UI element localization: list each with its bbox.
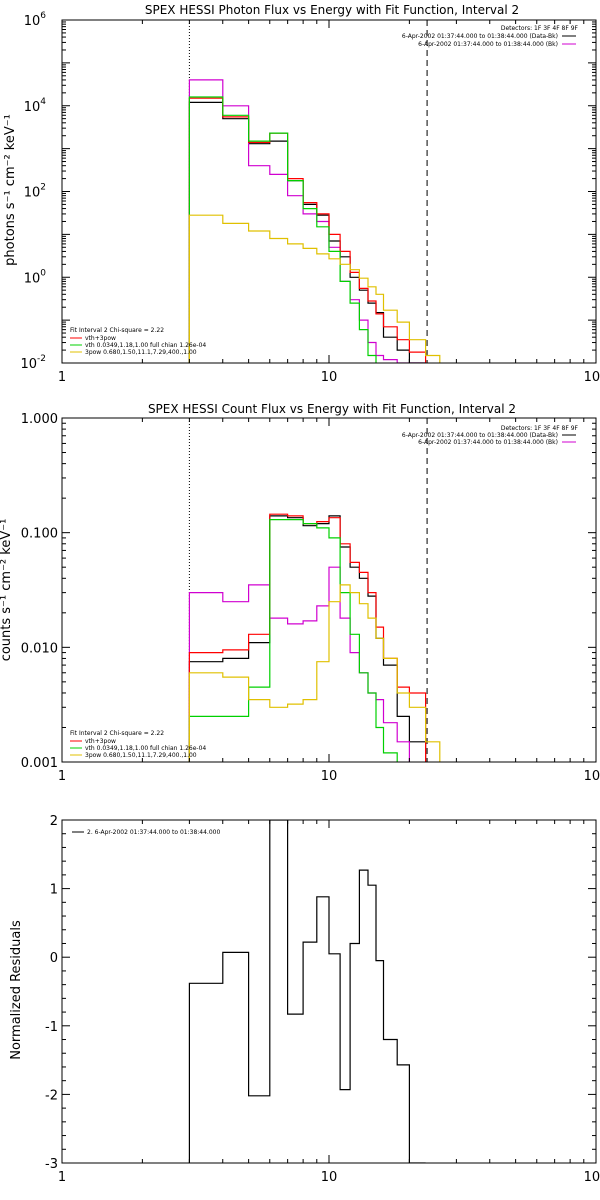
- y-tick-label: 1: [50, 883, 58, 898]
- bk-label: 6-Apr-2002 01:37:44.000 to 01:38:44.000 …: [418, 439, 558, 446]
- photon-flux-panel: SPEX HESSI Photon Flux vs Energy with Fi…: [3, 3, 600, 385]
- y-tick-label: 2: [50, 814, 58, 829]
- 3pow-label: 3pow 0.680,1.50,11.1,7.29,400.,1.00: [85, 349, 197, 356]
- x-tick-label: 10: [321, 370, 338, 385]
- residuals-plot-area: 1 10 100 -3 -2 -1 0 1 2: [45, 814, 600, 1185]
- vth3pow-label: vth+3pow: [85, 335, 116, 342]
- series-line-magenta: [188, 566, 410, 762]
- series-line-black: [188, 820, 426, 1163]
- y-tick-label: 1.000: [21, 412, 58, 427]
- detectors-label: Detectors: 1F 3F 4F 8F 9F: [501, 425, 579, 432]
- photon-flux-title: SPEX HESSI Photon Flux vs Energy with Fi…: [145, 3, 519, 17]
- series-line-magenta: [188, 79, 426, 363]
- vth-label: vth 0.0349,1.18,1.00 full chian 1.26e-04: [85, 342, 206, 349]
- fit-interval-label: Fit Interval 2 Chi-square = 2.22: [70, 327, 164, 334]
- photon-flux-annotations-right: Detectors: 1F 3F 4F 8F 9F 6-Apr-2002 01:…: [402, 25, 579, 48]
- y-tick-label: 102: [24, 183, 46, 201]
- x-tick-label: 100: [584, 1170, 600, 1185]
- y-tick-label: -1: [45, 1020, 58, 1035]
- residuals-ylabel: Normalized Residuals: [9, 920, 24, 1060]
- 3pow-label: 3pow 0.680,1.50,11.1,7.29,400.,1.00: [85, 752, 197, 759]
- count-flux-panel: SPEX HESSI Count Flux vs Energy with Fit…: [0, 402, 600, 784]
- x-tick-label: 100: [584, 370, 600, 385]
- photon-flux-fit-legend: Fit Interval 2 Chi-square = 2.22 vth+3po…: [70, 327, 206, 356]
- series-line-green: [188, 96, 377, 363]
- series-line-green: [188, 519, 398, 762]
- y-tick-label: 0.010: [21, 641, 58, 656]
- count-flux-ylabel: counts s⁻¹ cm⁻² keV⁻¹: [0, 519, 14, 662]
- y-tick-label: -2: [45, 1088, 58, 1103]
- data-bk-label: 6-Apr-2002 01:37:44.000 to 01:38:44.000 …: [402, 33, 558, 40]
- y-tick-label: -3: [45, 1157, 58, 1172]
- y-tick-base: 10: [24, 186, 41, 201]
- residuals-panel: Normalized Residuals 1 10 100 -3 -2 -1 0 1 2 2. …: [9, 814, 600, 1185]
- y-tick-exponent: 0: [40, 268, 46, 278]
- series-group: [188, 513, 441, 762]
- x-tick-label: 1: [58, 1170, 66, 1185]
- x-tick-label: 1: [58, 769, 66, 784]
- y-tick-base: 10: [24, 271, 41, 286]
- y-tick-exponent: -2: [37, 354, 46, 364]
- count-flux-plot-area: 1 10 100 0.001 0.010 0.100 1.000: [21, 412, 600, 784]
- fit-interval-label: Fit Interval 2 Chi-square = 2.22: [70, 730, 164, 737]
- y-tick-base: 10: [24, 100, 41, 115]
- y-tick-label: 0: [50, 951, 58, 966]
- y-tick-exponent: 4: [40, 97, 46, 107]
- series-line-yellow: [188, 584, 441, 762]
- y-tick-base: 10: [20, 357, 37, 372]
- residuals-legend: 2. 6-Apr-2002 01:37:44.000 to 01:38:44.0…: [72, 829, 220, 836]
- count-flux-annotations-right: Detectors: 1F 3F 4F 8F 9F 6-Apr-2002 01:…: [402, 425, 579, 446]
- y-tick-exponent: 2: [40, 183, 46, 193]
- photon-flux-ylabel: photons s⁻¹ cm⁻² keV⁻¹: [3, 114, 18, 266]
- y-tick-label: 104: [24, 97, 47, 115]
- series-group: [188, 820, 426, 1163]
- y-tick-label: 0.001: [21, 756, 58, 771]
- bk-label: 6-Apr-2002 01:37:44.000 to 01:38:44.000 …: [418, 41, 558, 48]
- vth3pow-label: vth+3pow: [85, 738, 116, 745]
- y-tick-label: 10-2: [20, 354, 46, 372]
- series-line-yellow: [188, 214, 441, 363]
- y-tick-exponent: 6: [40, 11, 46, 21]
- x-tick-label: 100: [584, 769, 600, 784]
- series-group: [188, 79, 441, 363]
- vth-label: vth 0.0349,1.18,1.00 full chian 1.26e-04: [85, 745, 206, 752]
- y-tick-label: 106: [24, 11, 47, 29]
- x-tick-label: 10: [321, 769, 338, 784]
- y-tick-label: 100: [24, 268, 47, 286]
- detectors-label: Detectors: 1F 3F 4F 8F 9F: [501, 25, 579, 32]
- data-bk-label: 6-Apr-2002 01:37:44.000 to 01:38:44.000 …: [402, 432, 558, 439]
- residuals-legend-label: 2. 6-Apr-2002 01:37:44.000 to 01:38:44.0…: [87, 829, 220, 836]
- y-tick-label: 0.100: [21, 527, 58, 542]
- count-flux-title: SPEX HESSI Count Flux vs Energy with Fit…: [148, 402, 516, 416]
- count-flux-fit-legend: Fit Interval 2 Chi-square = 2.22 vth+3po…: [70, 730, 206, 759]
- x-tick-label: 1: [58, 370, 66, 385]
- series-line-red: [188, 97, 427, 363]
- x-tick-label: 10: [321, 1170, 338, 1185]
- y-tick-base: 10: [24, 14, 41, 29]
